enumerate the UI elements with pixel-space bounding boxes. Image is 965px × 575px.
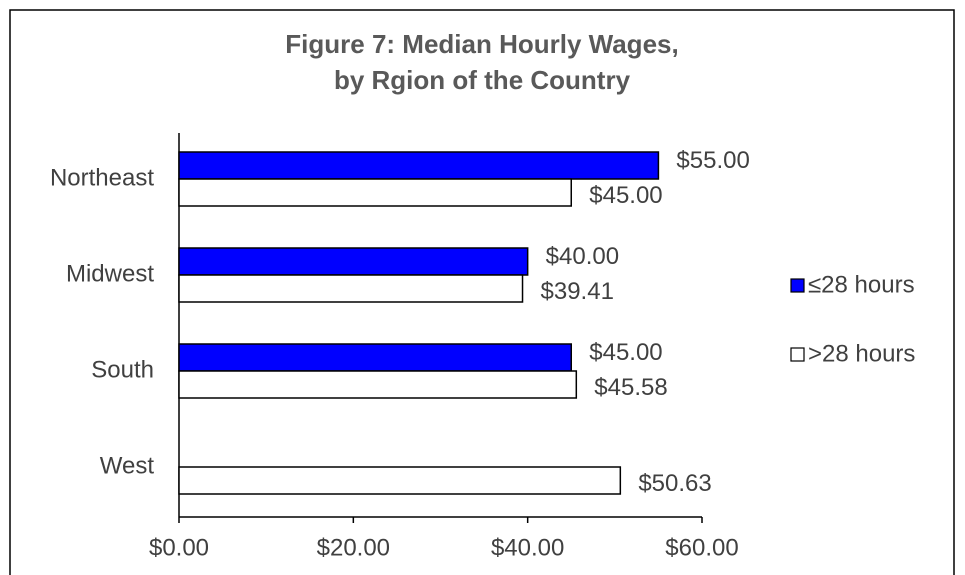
data-label: $50.63 xyxy=(638,470,711,497)
chart-title: Figure 7: Median Hourly Wages, xyxy=(285,29,678,59)
y-tick-label: West xyxy=(100,452,155,479)
x-tick-label: $20.00 xyxy=(317,534,390,561)
x-tick-label: $60.00 xyxy=(665,534,738,561)
data-label: $55.00 xyxy=(676,147,749,174)
legend-swatch xyxy=(790,278,805,293)
y-tick-label: Northeast xyxy=(50,164,154,191)
bar xyxy=(178,274,524,303)
chart-title: by Rgion of the Country xyxy=(334,65,631,95)
data-label: $45.58 xyxy=(594,374,667,401)
bar xyxy=(178,466,622,495)
data-label: $40.00 xyxy=(546,243,619,270)
legend-label: ≤28 hours xyxy=(808,271,915,298)
data-label: $45.00 xyxy=(589,182,662,209)
legend-label: >28 hours xyxy=(808,340,915,367)
data-label: $39.41 xyxy=(541,278,614,305)
x-tick-label: $40.00 xyxy=(491,534,564,561)
data-label: $45.00 xyxy=(589,339,662,366)
bar xyxy=(178,151,660,180)
legend-swatch xyxy=(790,347,805,362)
bar xyxy=(178,370,578,399)
y-tick-label: Midwest xyxy=(66,260,154,287)
x-tick-label: $0.00 xyxy=(149,534,209,561)
y-tick-label: South xyxy=(91,356,154,383)
bar xyxy=(178,343,572,372)
bar xyxy=(178,178,572,207)
bar xyxy=(178,247,529,276)
